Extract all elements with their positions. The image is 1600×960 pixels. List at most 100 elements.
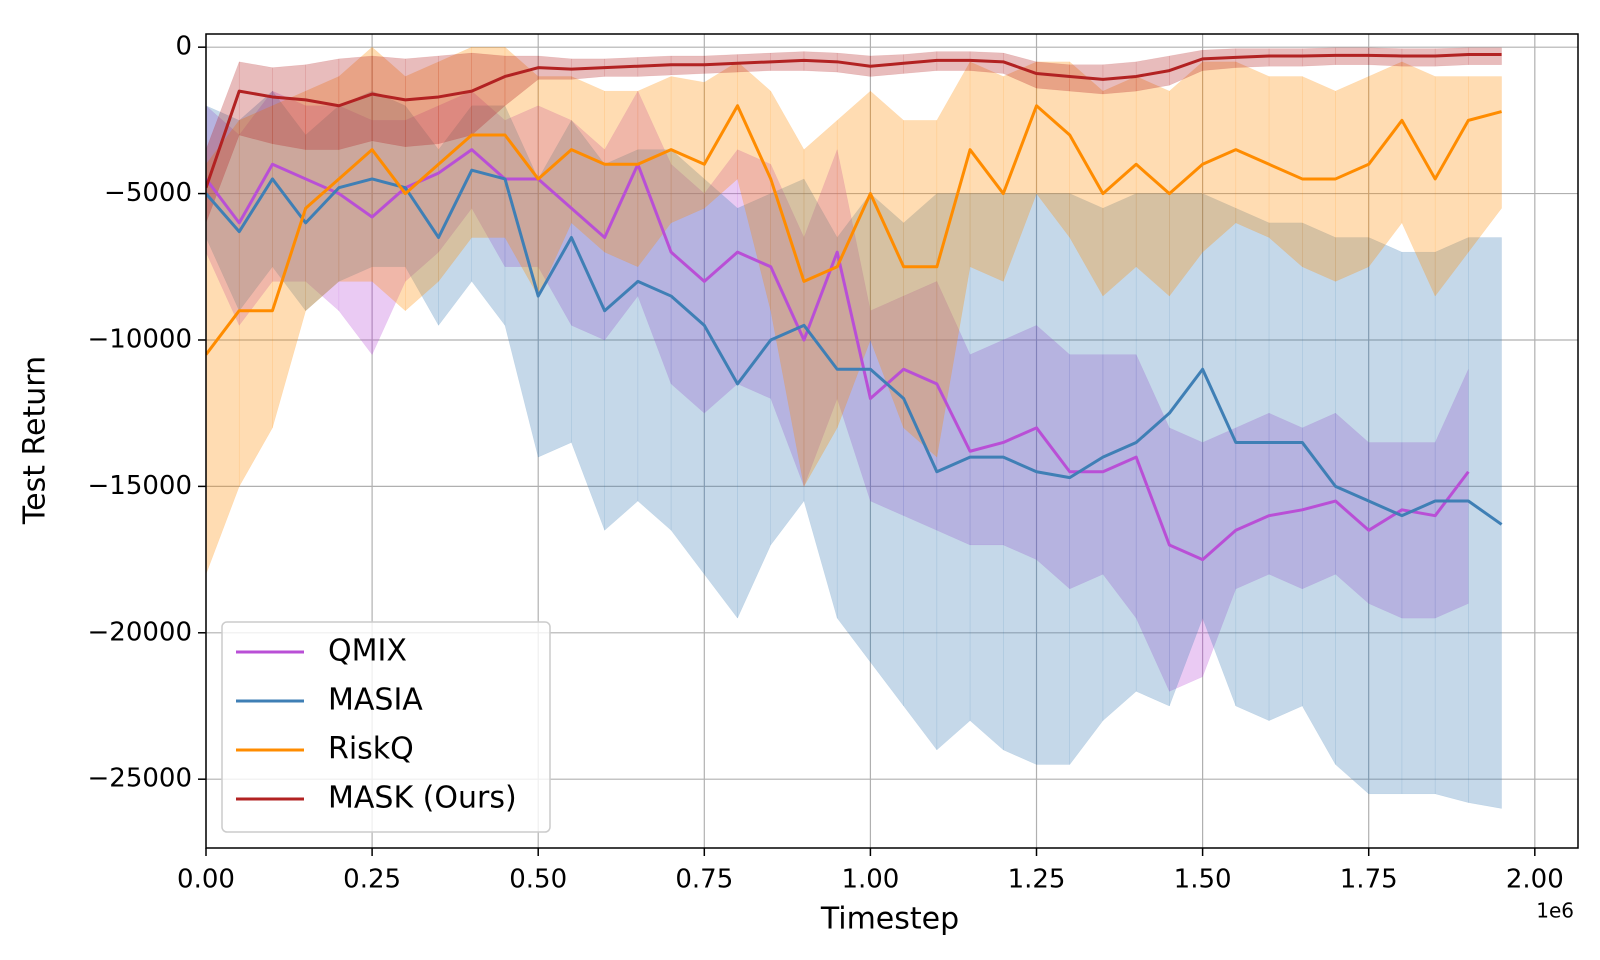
- x-tick-label: 0.25: [343, 865, 401, 895]
- band: [405, 105, 439, 282]
- band: [471, 105, 506, 327]
- band: [371, 120, 406, 355]
- band: [1102, 354, 1137, 619]
- band: [1003, 52, 1037, 89]
- band: [836, 192, 871, 663]
- x-tick-label: 0.75: [675, 865, 733, 895]
- band: [803, 149, 838, 487]
- series-line: [206, 104, 1502, 356]
- band: [1036, 193, 1070, 765]
- band: [1268, 222, 1303, 722]
- band: [405, 61, 439, 312]
- legend-label: QMIX: [328, 634, 407, 669]
- band: [1302, 412, 1336, 590]
- band: [670, 76, 705, 224]
- band: [969, 193, 1004, 751]
- band: [1368, 237, 1403, 795]
- y-tick-label: −10000: [88, 324, 193, 354]
- band: [903, 281, 938, 531]
- band: [1102, 193, 1137, 722]
- band: [537, 105, 572, 327]
- x-tick-label: 0.50: [509, 865, 567, 895]
- band: [1468, 76, 1502, 253]
- band: [238, 90, 273, 312]
- band: [1069, 61, 1104, 298]
- band: [1335, 76, 1369, 282]
- x-tick-label: 1.25: [1008, 865, 1066, 895]
- band: [770, 164, 805, 487]
- band: [1235, 61, 1270, 238]
- band: [969, 339, 1004, 546]
- band: [1135, 354, 1170, 692]
- x-tick-label: 0.00: [177, 865, 235, 895]
- band: [338, 55, 373, 150]
- band: [870, 193, 904, 707]
- band: [1401, 251, 1436, 795]
- band: [371, 55, 406, 148]
- x-tick-label: 1.00: [841, 865, 899, 895]
- band: [870, 90, 904, 428]
- band: [637, 90, 672, 384]
- band: [1135, 193, 1170, 707]
- band: [206, 119, 240, 575]
- y-tick-label: −15000: [88, 471, 193, 501]
- band: [405, 104, 439, 327]
- band: [1169, 193, 1203, 707]
- band: [571, 119, 605, 531]
- band: [1434, 237, 1469, 803]
- legend-label: MASIA: [328, 683, 423, 718]
- band: [1169, 49, 1203, 86]
- series-line: [206, 168, 1503, 526]
- band: [1235, 207, 1270, 722]
- plot-area: [206, 46, 1503, 809]
- band: [1434, 47, 1469, 67]
- band: [1202, 427, 1237, 677]
- band: [438, 104, 473, 327]
- y-tick-label: −25000: [88, 764, 193, 794]
- plot-frame: [205, 33, 1579, 849]
- band: [338, 90, 373, 282]
- x-tick-label: 2.00: [1506, 865, 1564, 895]
- band: [936, 60, 971, 458]
- band: [637, 76, 672, 268]
- x-tick-label: 1.75: [1340, 865, 1398, 895]
- band: [1302, 222, 1336, 766]
- band: [438, 90, 473, 253]
- band: [471, 46, 506, 238]
- band: [1401, 442, 1436, 619]
- band: [1036, 61, 1070, 239]
- band: [737, 193, 771, 619]
- legend-box: [221, 621, 551, 833]
- band: [637, 149, 672, 531]
- band: [1069, 193, 1104, 766]
- band: [1036, 324, 1070, 590]
- band: [770, 90, 805, 487]
- band: [604, 90, 639, 341]
- band: [604, 149, 639, 531]
- band: [1003, 61, 1037, 282]
- band: [537, 76, 572, 297]
- band: [371, 90, 406, 268]
- band: [238, 90, 273, 327]
- band: [1368, 61, 1403, 268]
- y-tick-label: 0: [175, 32, 192, 62]
- band: [238, 105, 273, 488]
- band: [471, 52, 506, 136]
- band: [1401, 61, 1436, 297]
- band: [903, 193, 938, 751]
- band: [272, 64, 306, 150]
- band: [803, 119, 838, 488]
- band: [537, 119, 572, 458]
- series-line: [206, 52, 1502, 189]
- band: [836, 90, 871, 428]
- band: [371, 46, 406, 312]
- band: [770, 178, 805, 546]
- band: [1003, 324, 1037, 560]
- x-axis-label: Timestep: [820, 902, 959, 937]
- band: [737, 149, 771, 399]
- band: [604, 90, 639, 268]
- band: [1235, 412, 1270, 590]
- band: [704, 178, 738, 619]
- band: [1335, 412, 1369, 605]
